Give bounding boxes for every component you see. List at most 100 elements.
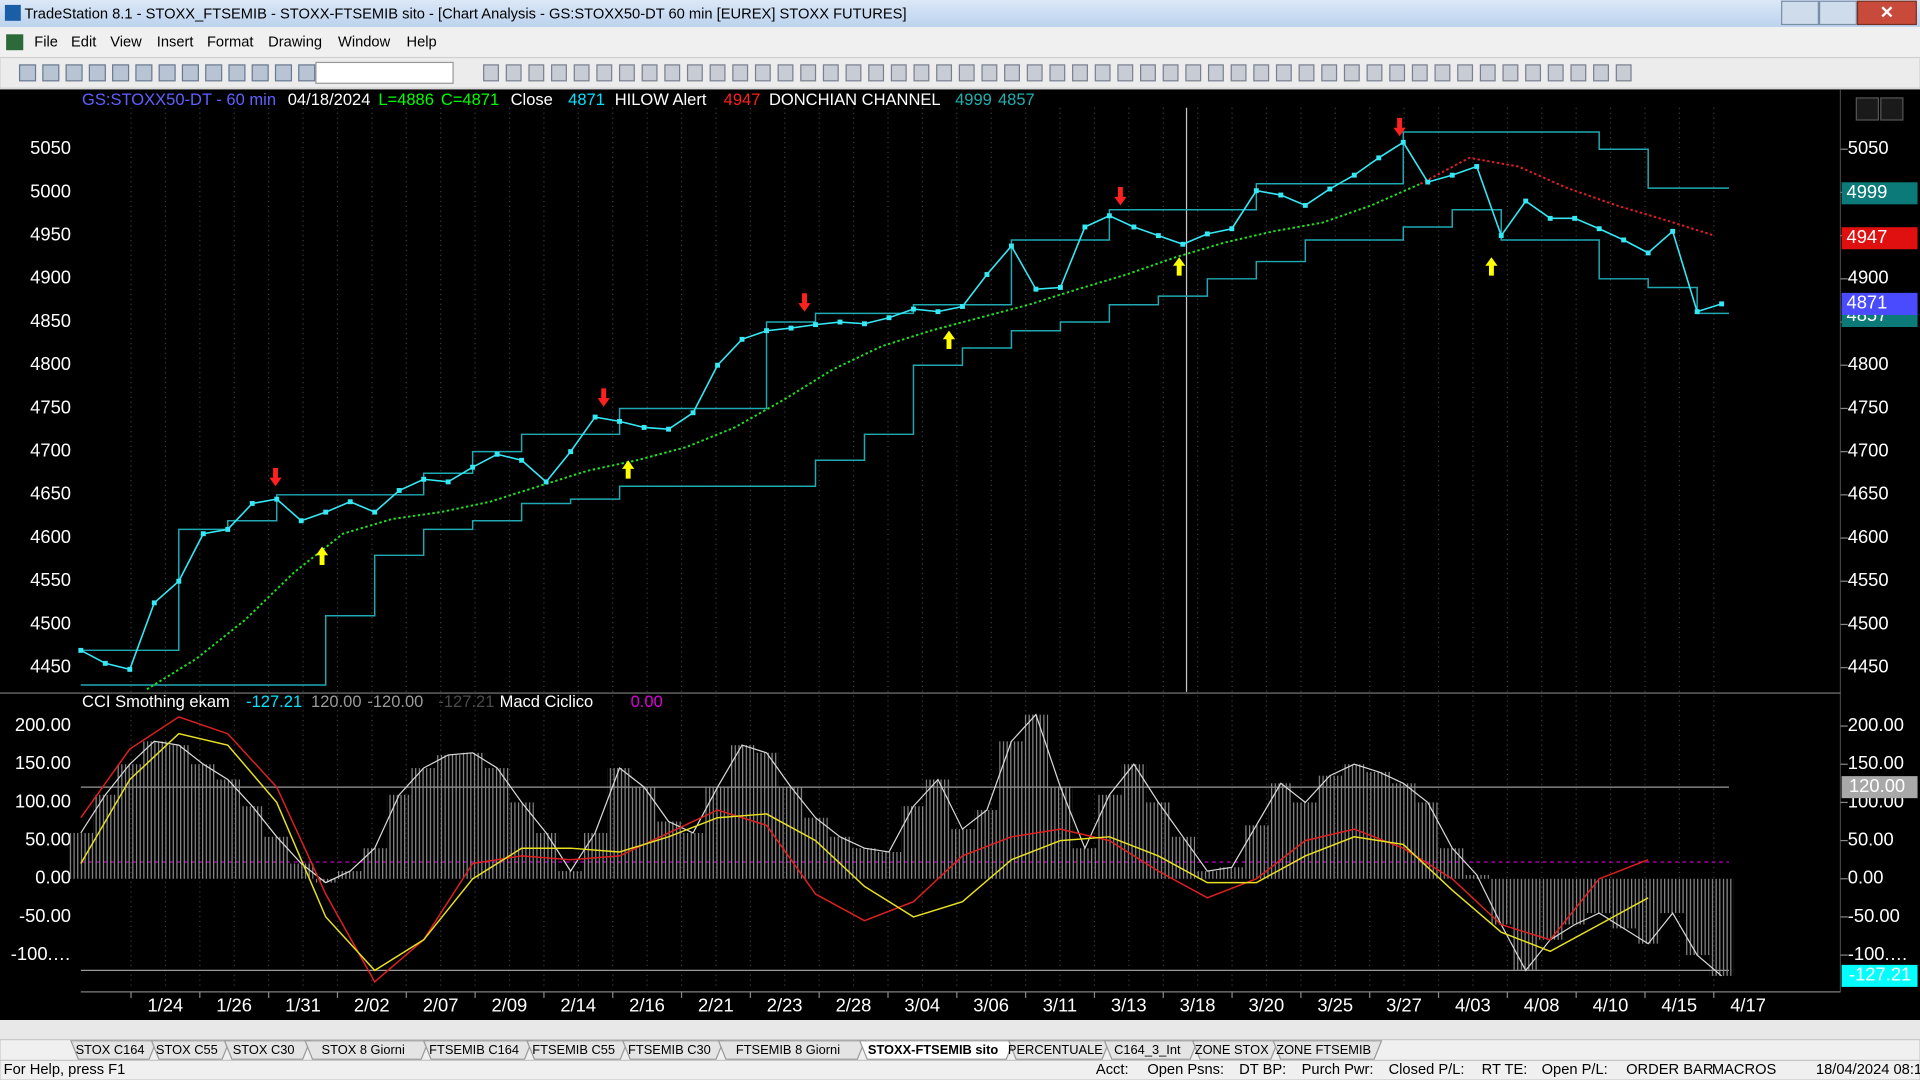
toolbar-button[interactable] xyxy=(251,64,269,82)
tab-label[interactable]: PERCENTUALE xyxy=(1008,1042,1103,1057)
h-scrollbar[interactable] xyxy=(0,1020,1920,1040)
menu-item[interactable]: Help xyxy=(407,35,437,51)
toolbar-button[interactable] xyxy=(1162,64,1179,82)
toolbar-button[interactable] xyxy=(800,64,817,82)
tab[interactable] xyxy=(70,1040,158,1060)
minimize-button[interactable] xyxy=(1781,0,1819,26)
toolbar-button[interactable] xyxy=(274,64,293,82)
tab-label[interactable]: FTSEMIB 8 Giorni xyxy=(736,1042,840,1057)
toolbar-button[interactable] xyxy=(42,64,60,82)
toolbar-button[interactable] xyxy=(1140,64,1156,82)
toolbar-button[interactable] xyxy=(112,64,130,82)
toolbar-button[interactable] xyxy=(1230,64,1247,82)
toolbar-button[interactable] xyxy=(1593,64,1609,82)
menu-item[interactable]: Insert xyxy=(157,35,194,51)
tab[interactable] xyxy=(1191,1040,1280,1060)
toolbar-button[interactable] xyxy=(205,64,223,82)
tab-label[interactable]: ZONE STOX xyxy=(1195,1042,1269,1057)
toolbar-button[interactable] xyxy=(1207,64,1224,82)
toolbar-button[interactable] xyxy=(1457,64,1474,82)
tab[interactable] xyxy=(1007,1040,1111,1060)
toolbar-button[interactable] xyxy=(181,64,199,82)
toolbar-button[interactable] xyxy=(845,64,862,82)
tab[interactable] xyxy=(717,1040,866,1060)
tab-label[interactable]: FTSEMIB C164 xyxy=(429,1042,519,1057)
toolbar-button[interactable] xyxy=(936,64,953,82)
toolbar-button[interactable] xyxy=(1049,64,1066,82)
toolbar-button[interactable] xyxy=(1275,64,1292,82)
toolbar-button[interactable] xyxy=(1298,64,1315,82)
toolbar-button[interactable] xyxy=(732,64,749,82)
toolbar-button[interactable] xyxy=(1525,64,1542,82)
tab-label[interactable]: STOXX-FTSEMIB sito xyxy=(868,1042,999,1057)
tab-label[interactable]: FTSEMIB C55 xyxy=(532,1042,615,1057)
toolbar-button[interactable] xyxy=(1004,64,1020,82)
toolbar-button[interactable] xyxy=(1502,64,1519,82)
close-button[interactable] xyxy=(1856,0,1917,26)
tab[interactable] xyxy=(858,1040,1015,1060)
chart-minimize[interactable] xyxy=(1855,97,1879,121)
toolbar-button[interactable] xyxy=(618,64,635,82)
tab-label[interactable]: STOX 8 Giorni xyxy=(322,1042,405,1057)
tab[interactable] xyxy=(223,1040,311,1060)
menu-item[interactable]: Window xyxy=(338,35,391,51)
toolbar-button[interactable] xyxy=(1185,64,1202,82)
toolbar-button[interactable] xyxy=(981,64,998,82)
toolbar-button[interactable] xyxy=(505,64,522,82)
toolbar-button[interactable] xyxy=(1434,64,1451,82)
chart-restore[interactable] xyxy=(1880,97,1904,121)
toolbar-button[interactable] xyxy=(1570,64,1587,82)
toolbar-button[interactable] xyxy=(958,64,975,82)
toolbar-button[interactable] xyxy=(483,64,499,82)
toolbar-button[interactable] xyxy=(641,64,658,82)
toolbar-button[interactable] xyxy=(1366,64,1383,82)
menu-item[interactable]: File xyxy=(34,35,58,51)
toolbar-button[interactable] xyxy=(18,64,37,82)
menu-item[interactable]: View xyxy=(110,35,142,51)
menu-item[interactable]: Drawing xyxy=(268,35,322,51)
toolbar-button[interactable] xyxy=(822,64,839,82)
tab[interactable] xyxy=(526,1040,629,1060)
tab[interactable] xyxy=(1272,1040,1383,1060)
toolbar-button[interactable] xyxy=(868,64,885,82)
toolbar-button[interactable] xyxy=(65,64,83,82)
toolbar-button[interactable] xyxy=(228,64,246,82)
tab[interactable] xyxy=(304,1040,430,1060)
toolbar-button[interactable] xyxy=(135,64,153,82)
toolbar-button[interactable] xyxy=(298,64,316,82)
toolbar-button[interactable] xyxy=(777,64,794,82)
tab[interactable] xyxy=(150,1040,231,1060)
toolbar-button[interactable] xyxy=(1479,64,1496,82)
toolbar-button[interactable] xyxy=(158,64,176,82)
tab[interactable] xyxy=(1103,1040,1199,1060)
toolbar-button[interactable] xyxy=(664,64,681,82)
maximize-button[interactable] xyxy=(1818,0,1857,26)
toolbar-button[interactable] xyxy=(573,64,590,82)
toolbar-button[interactable] xyxy=(686,64,703,82)
tab-label[interactable]: FTSEMIB C30 xyxy=(628,1042,711,1057)
toolbar-button[interactable] xyxy=(551,64,567,82)
tab-label[interactable]: ZONE FTSEMIB xyxy=(1276,1042,1371,1057)
tab-label[interactable]: STOX C30 xyxy=(233,1042,295,1057)
toolbar-button[interactable] xyxy=(1072,64,1088,82)
tab[interactable] xyxy=(422,1040,533,1060)
toolbar-button[interactable] xyxy=(88,64,106,82)
toolbar-button[interactable] xyxy=(913,64,930,82)
tab-label[interactable]: STOX C55 xyxy=(156,1042,218,1057)
tab-label[interactable]: STOX C164 xyxy=(76,1042,145,1057)
toolbar-button[interactable] xyxy=(1321,64,1338,82)
toolbar-button[interactable] xyxy=(1117,64,1134,82)
toolbar-button[interactable] xyxy=(1343,64,1360,82)
toolbar-button[interactable] xyxy=(596,64,613,82)
toolbar-button[interactable] xyxy=(1389,64,1406,82)
symbol-combo[interactable] xyxy=(315,61,454,84)
toolbar-button[interactable] xyxy=(528,64,545,82)
toolbar-button[interactable] xyxy=(709,64,726,82)
toolbar-button[interactable] xyxy=(890,64,907,82)
tab[interactable] xyxy=(621,1040,725,1060)
toolbar-button[interactable] xyxy=(1253,64,1270,82)
toolbar-button[interactable] xyxy=(754,64,771,82)
toolbar-button[interactable] xyxy=(1094,64,1111,82)
toolbar-button[interactable] xyxy=(1026,64,1043,82)
tab-label[interactable]: C164_3_Int xyxy=(1114,1042,1181,1057)
